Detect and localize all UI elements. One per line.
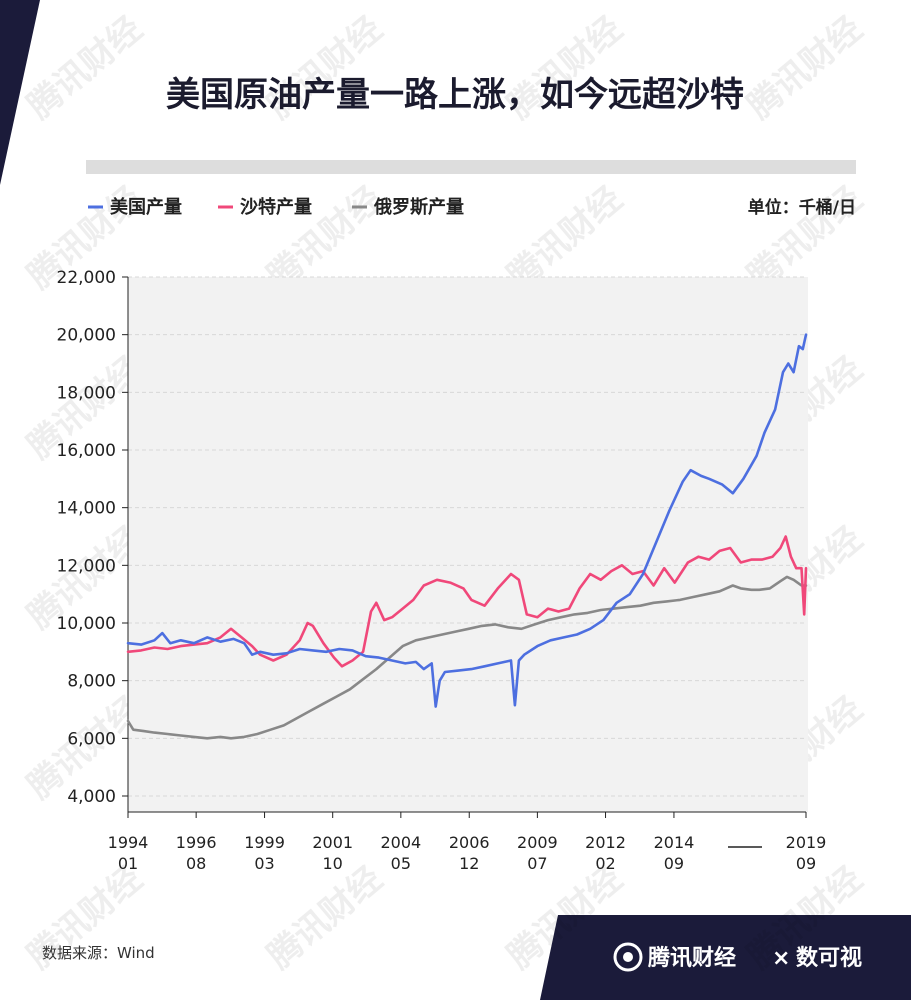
x-tick-label-month: 09 [664, 854, 684, 873]
x-tick-label-month: 02 [595, 854, 615, 873]
x-tick-label-month: 07 [527, 854, 547, 873]
x-axis: 1994 01 1996 08 1999 03 2001 10 2004 05 2006 12 2009… [108, 811, 827, 873]
x-tick-label-year: 1996 [176, 833, 217, 852]
x-tick-label-month: 09 [796, 854, 816, 873]
legend-label-saudi: 沙特产量 [240, 196, 312, 218]
us-production-line [126, 333, 808, 708]
y-tick-label: 10,000 [57, 614, 116, 634]
y-tick-label: 16,000 [57, 441, 116, 461]
russia-production-line [126, 575, 808, 740]
y-tick-label: 6,000 [67, 729, 116, 749]
watermark-text: 腾讯财经 [740, 9, 870, 127]
legend-label-us: 美国产量 [110, 196, 182, 218]
legend-label-russia: 俄罗斯产量 [373, 196, 464, 218]
legend: 美国产量 沙特产量 俄罗斯产量 [88, 196, 464, 218]
x-tick-label-month: 03 [254, 854, 274, 873]
y-axis: 4,000 6,000 8,000 10,000 12,000 14,000 16,000 1… [57, 268, 129, 812]
plot-background [128, 277, 808, 812]
y-tick-label: 8,000 [67, 672, 116, 692]
x-tick-label-month: 05 [391, 854, 411, 873]
gridlines [128, 276, 806, 797]
partner-name: 数可视 [796, 945, 862, 971]
title-divider [86, 160, 856, 174]
x-tick-label-year: 1994 [108, 833, 149, 852]
y-tick-label: 18,000 [57, 383, 116, 403]
x-tick-label-year: 2019 [786, 833, 827, 852]
x-tick-label-year: 2012 [585, 833, 626, 852]
x-tick-label-year: 2004 [380, 833, 421, 852]
brand-cross: × [772, 946, 790, 971]
y-tick-label: 12,000 [57, 556, 116, 576]
page-title: 美国原油产量一路上涨，如今远超沙特 [166, 75, 744, 115]
watermark-text: 腾讯财经 [260, 859, 390, 977]
y-tick-label: 14,000 [57, 499, 116, 519]
saudi-production-line [126, 535, 808, 668]
brand-block: 腾讯财经 × 数可视 [613, 942, 862, 972]
x-tick-label-year: 2006 [449, 833, 490, 852]
x-tick-label-year: 2009 [517, 833, 558, 852]
x-tick-label-month: 12 [459, 854, 479, 873]
x-tick-label-year: 2001 [312, 833, 353, 852]
top-left-corner-accent [0, 0, 40, 185]
bottom-right-corner-accent [540, 915, 911, 1000]
brand-logo-icon [613, 942, 643, 972]
y-tick-label: 22,000 [57, 268, 116, 288]
watermark-text: 腾讯财经 [20, 9, 150, 127]
x-tick-label-month: 08 [186, 854, 206, 873]
unit-label: 单位：千桶/日 [748, 197, 856, 218]
y-tick-label: 20,000 [57, 326, 116, 346]
brand-name: 腾讯财经 [648, 945, 736, 971]
x-tick-label-month: 10 [323, 854, 343, 873]
y-tick-label: 4,000 [67, 787, 116, 807]
x-tick-label-month: 01 [118, 854, 138, 873]
series-lines [126, 333, 808, 740]
data-source: 数据来源：Wind [42, 944, 155, 962]
x-tick-label-year: 1999 [244, 833, 285, 852]
x-tick-label-year: 2014 [654, 833, 695, 852]
